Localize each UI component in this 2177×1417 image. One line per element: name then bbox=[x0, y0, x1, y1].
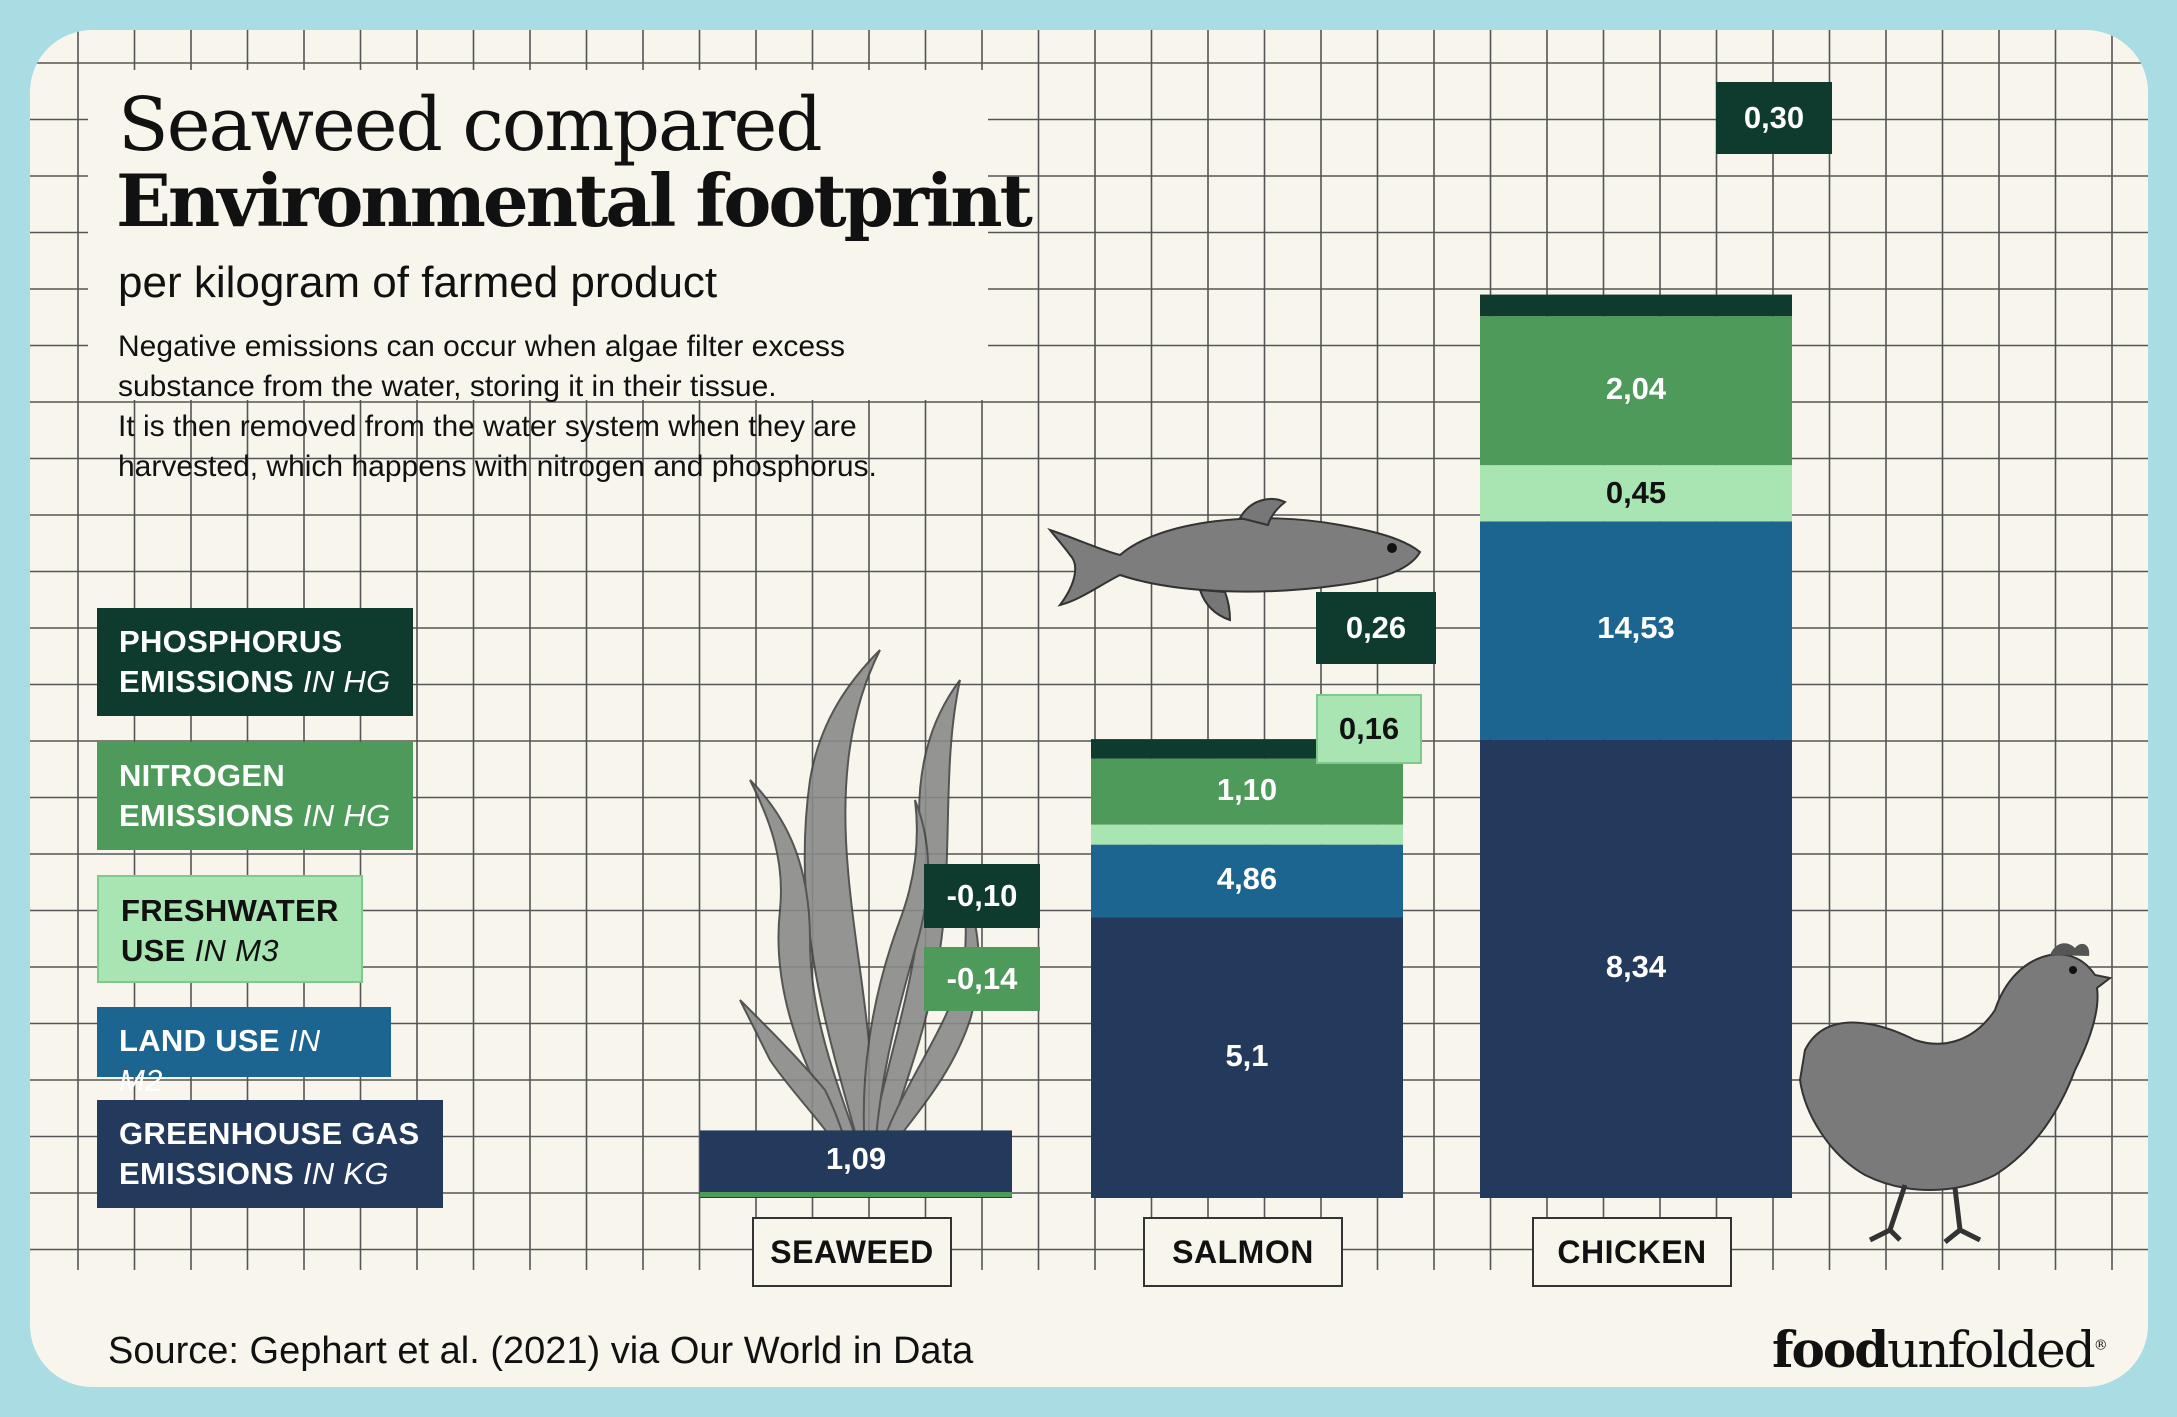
bar-chicken-2 bbox=[1480, 465, 1792, 522]
infographic-card: Seaweed compared Environmental footprint… bbox=[30, 30, 2148, 1387]
legend-greenhouse: GREENHOUSE GAS EMISSIONS IN KG bbox=[97, 1100, 443, 1208]
legend-phosphorus-label: PHOSPHORUS bbox=[119, 624, 343, 659]
category-chicken: CHICKEN bbox=[1532, 1217, 1732, 1287]
category-salmon: SALMON bbox=[1143, 1217, 1343, 1287]
bar-chicken-3 bbox=[1480, 316, 1792, 466]
legend-freshwater: FRESHWATER USE IN M3 bbox=[97, 875, 363, 983]
value-salmon-freshwater: 0,16 bbox=[1316, 694, 1422, 764]
legend-phosphorus-label2: EMISSIONS bbox=[119, 664, 294, 699]
subtitle: per kilogram of farmed product bbox=[118, 258, 718, 307]
legend-nitrogen-label2: EMISSIONS bbox=[119, 798, 294, 833]
bar-salmon-0 bbox=[1091, 917, 1403, 1198]
category-seaweed: SEAWEED bbox=[752, 1217, 952, 1287]
value-chicken-phosphorus: 0,30 bbox=[1716, 82, 1832, 154]
legend-land-use-label2: LAND USE bbox=[119, 1023, 280, 1058]
logo-unfolded: unfolded bbox=[1887, 1321, 2096, 1379]
legend-greenhouse-label2: EMISSIONS bbox=[119, 1156, 294, 1191]
legend-greenhouse-label: GREENHOUSE GAS bbox=[119, 1116, 420, 1151]
legend-nitrogen-unit: IN HG bbox=[302, 798, 391, 833]
legend-nitrogen: NITROGEN EMISSIONS IN HG bbox=[97, 742, 413, 850]
description: Negative emissions can occur when algae … bbox=[118, 330, 877, 483]
bar-salmon-2 bbox=[1091, 824, 1403, 845]
value-chicken-nitrogen: 2,04 bbox=[1605, 370, 1667, 406]
legend-greenhouse-unit: IN KG bbox=[302, 1156, 389, 1191]
source-text: Source: Gephart et al. (2021) via Our Wo… bbox=[108, 1330, 974, 1372]
legend-nitrogen-label: NITROGEN bbox=[119, 758, 286, 793]
salmon-illustration bbox=[1047, 498, 1422, 622]
title-line-2: Environmental footprint bbox=[116, 158, 1033, 243]
stacked-bar-chart bbox=[700, 294, 1792, 1198]
legend-phosphorus-unit: IN HG bbox=[302, 664, 391, 699]
legend-land-use-unit: IN M2 bbox=[119, 1023, 321, 1098]
logo-mark: ® bbox=[2093, 1337, 2108, 1354]
legend-phosphorus: PHOSPHORUS EMISSIONS IN HG bbox=[97, 608, 413, 716]
value-chicken-land: 14,53 bbox=[1597, 610, 1675, 646]
legend-freshwater-label2: USE bbox=[121, 933, 186, 968]
logo-food: food bbox=[1772, 1320, 1889, 1379]
value-chicken-ghg: 8,34 bbox=[1605, 948, 1667, 984]
bar-chicken-1 bbox=[1480, 521, 1792, 740]
value-seaweed-nitrogen: -0,14 bbox=[924, 947, 1040, 1011]
value-salmon-nitrogen: 1,10 bbox=[1216, 771, 1278, 807]
value-salmon-ghg: 5,1 bbox=[1225, 1037, 1269, 1073]
legend-freshwater-label: FRESHWATER bbox=[121, 893, 339, 928]
value-chicken-freshwater: 0,45 bbox=[1605, 475, 1667, 511]
value-seaweed-ghg: 1,09 bbox=[825, 1141, 887, 1176]
value-seaweed-phosphorus: -0,10 bbox=[924, 864, 1040, 928]
title-line-1: Seaweed compared bbox=[118, 82, 823, 168]
foodunfolded-logo: foodunfolded® bbox=[1772, 1320, 2108, 1379]
legend-land-use: LAND USE IN M2 bbox=[97, 1007, 391, 1098]
value-salmon-land: 4,86 bbox=[1216, 861, 1278, 897]
value-salmon-phosphorus: 0,26 bbox=[1316, 592, 1436, 664]
bar-salmon-3 bbox=[1091, 758, 1403, 825]
bar-seaweed-nitrogen-line bbox=[700, 1192, 1012, 1197]
bar-chicken-4 bbox=[1480, 294, 1792, 317]
bar-chicken-0 bbox=[1480, 739, 1792, 1198]
chicken-illustration bbox=[1798, 943, 2113, 1244]
bar-salmon-1 bbox=[1091, 844, 1403, 918]
title-panel bbox=[88, 70, 988, 400]
legend-freshwater-unit: IN M3 bbox=[194, 933, 279, 968]
bar-seaweed-0 bbox=[700, 1130, 1012, 1198]
